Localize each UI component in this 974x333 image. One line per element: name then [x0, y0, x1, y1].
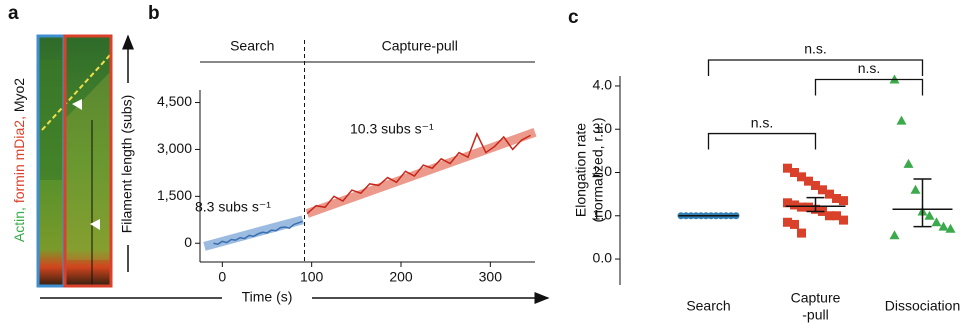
point — [904, 159, 914, 168]
annotation: 8.3 subs s⁻¹ — [195, 199, 271, 215]
y-axis-label: Elongation rate(normalized, r.u.) — [572, 117, 605, 222]
panel-label: b — [148, 3, 160, 24]
point — [839, 216, 848, 225]
x-axis-label: Time (s) — [242, 289, 293, 305]
y-axis-label: Filament length (subs) — [119, 95, 135, 234]
figure: a b c Actin, formin mDia2, Myo2 0 1,500 3,… — [0, 0, 974, 333]
label-part: Myo2 — [11, 78, 27, 112]
point — [911, 185, 921, 194]
annotation: 10.3 subs s⁻¹ — [350, 121, 434, 137]
y-tick-label: 0 — [184, 234, 192, 250]
plots: 0 1,500 3,000 4,500 0 100 200 300 Search Capture-… — [118, 38, 960, 323]
y-tick-label: 0.0 — [593, 250, 613, 266]
series-line — [307, 132, 535, 213]
bracket — [709, 60, 923, 76]
point — [839, 196, 848, 205]
x-tick-label: Dissociation — [885, 298, 960, 314]
bracket-label: n.s. — [858, 60, 881, 76]
point — [797, 229, 806, 238]
point — [897, 116, 907, 125]
bracket — [816, 79, 923, 95]
x-tick-label: 300 — [479, 269, 503, 285]
x-tick-label: 100 — [300, 269, 324, 285]
y-tick-label: 4.0 — [593, 77, 613, 93]
x-tick-label: 0 — [218, 269, 226, 285]
label-part: formin mDia2, — [11, 116, 27, 203]
bracket-label: n.s. — [751, 114, 774, 130]
x-tick-label: Capture-pull — [791, 289, 841, 322]
bracket-label: n.s. — [804, 41, 827, 57]
phase-label: Search — [230, 38, 274, 54]
panel-label: c — [568, 7, 579, 28]
panel-label: a — [8, 3, 19, 24]
kymograph-label: Actin, formin mDia2, Myo2 — [11, 78, 27, 242]
point — [890, 230, 900, 239]
label-part: Actin, — [11, 207, 27, 242]
series-line — [204, 220, 302, 247]
kymograph — [37, 35, 112, 287]
y-tick-label: 4,500 — [157, 93, 192, 109]
x-tick-label: Search — [686, 298, 730, 314]
y-tick-label: 1,500 — [157, 187, 192, 203]
bracket — [709, 134, 816, 150]
phase-label: Capture-pull — [382, 38, 458, 54]
point — [790, 220, 799, 229]
y-tick-label: 3,000 — [157, 140, 192, 156]
x-tick-label: 200 — [389, 269, 413, 285]
